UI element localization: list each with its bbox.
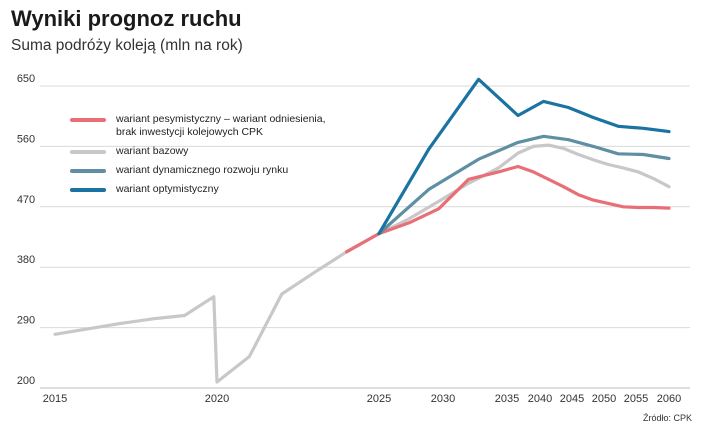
source-note: Źródło: CPK: [642, 413, 692, 423]
series-line: [377, 77, 671, 236]
x-tick-label: 2015: [43, 393, 67, 405]
y-tick-label: 290: [17, 315, 35, 327]
x-tick-label: 2055: [624, 393, 648, 405]
legend-label: wariant optymistyczny: [116, 183, 219, 195]
legend-swatch: [70, 118, 106, 122]
series-line: [53, 143, 671, 384]
x-tick-label: 2035: [495, 393, 519, 405]
legend-item-dynamiczny: wariant dynamicznego rozwoju rynku: [70, 164, 326, 177]
x-tick-label: 2020: [205, 393, 229, 405]
x-tick-label: 2060: [657, 393, 681, 405]
x-tick-label: 2045: [560, 393, 584, 405]
legend-item-optymistyczny: wariant optymistyczny: [70, 183, 326, 196]
y-tick-label: 470: [17, 194, 35, 206]
legend-label: wariant dynamicznego rozwoju rynku: [116, 164, 289, 176]
y-tick-label: 650: [17, 73, 35, 85]
series-line: [377, 134, 671, 236]
legend-swatch: [70, 150, 106, 154]
legend-item-pesymistyczny: wariant pesymistyczny – wariant odniesie…: [70, 113, 326, 139]
legend-label: wariant bazowy: [116, 145, 189, 157]
legend-item-bazowy: wariant bazowy: [70, 145, 326, 158]
x-tick-label: 2040: [528, 393, 552, 405]
y-tick-label: 200: [17, 375, 35, 387]
x-tick-label: 2050: [592, 393, 616, 405]
legend-label: wariant pesymistyczny – wariant odniesie…: [116, 113, 326, 138]
legend-swatch: [70, 188, 106, 192]
chart-subtitle: Suma podróży koleją (mln na rok): [11, 37, 243, 54]
x-tick-label: 2025: [367, 393, 391, 405]
y-tick-label: 560: [17, 133, 35, 145]
chart-title: Wyniki prognoz ruchu: [11, 6, 242, 31]
chart-legend: wariant pesymistyczny – wariant odniesie…: [70, 113, 326, 202]
legend-swatch: [70, 169, 106, 173]
y-tick-label: 380: [17, 254, 35, 266]
series-line: [345, 164, 671, 254]
x-tick-label: 2030: [431, 393, 455, 405]
